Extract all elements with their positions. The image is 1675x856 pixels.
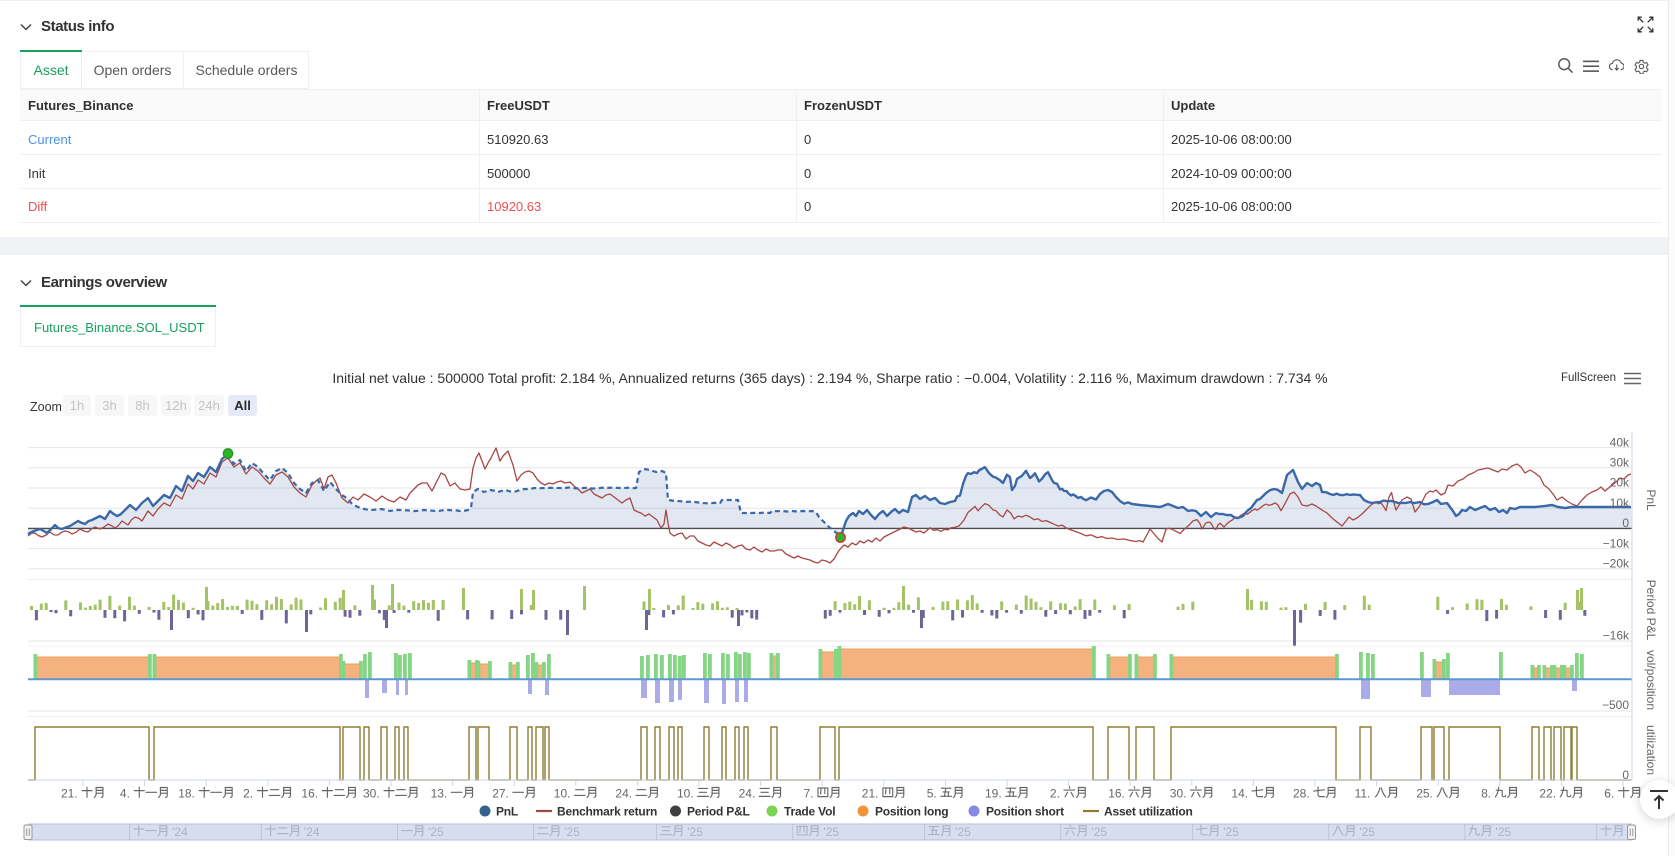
svg-text:'25: '25 <box>952 825 971 839</box>
svg-text:'25: '25 <box>1492 825 1511 839</box>
svg-text:−10k: −10k <box>1603 536 1630 550</box>
svg-text:'25: '25 <box>684 825 703 839</box>
svg-text:21.: 21. <box>61 787 81 801</box>
svg-text:18.: 18. <box>178 787 198 801</box>
svg-text:28.: 28. <box>1293 787 1313 801</box>
svg-text:10.: 10. <box>554 787 574 801</box>
svg-text:20k: 20k <box>1610 476 1630 490</box>
svg-text:Period P&L: Period P&L <box>687 805 750 819</box>
svg-text:0: 0 <box>1622 516 1629 530</box>
svg-text:'25: '25 <box>561 825 580 839</box>
svg-text:PnL: PnL <box>1644 489 1658 511</box>
svg-text:'24: '24 <box>301 825 320 839</box>
svg-text:8.: 8. <box>1481 787 1494 801</box>
svg-text:5.: 5. <box>927 787 940 801</box>
svg-text:30k: 30k <box>1610 456 1630 470</box>
svg-text:'25: '25 <box>425 825 444 839</box>
svg-text:22.: 22. <box>1539 787 1559 801</box>
svg-text:−20k: −20k <box>1603 557 1630 571</box>
svg-text:27.: 27. <box>492 787 512 801</box>
svg-text:Benchmark return: Benchmark return <box>557 805 657 819</box>
svg-text:Period P&L: Period P&L <box>1644 580 1658 641</box>
svg-text:−16k: −16k <box>1603 629 1630 643</box>
svg-text:30.: 30. <box>1170 787 1190 801</box>
svg-text:19.: 19. <box>985 787 1005 801</box>
svg-text:7.: 7. <box>804 787 817 801</box>
svg-text:4.: 4. <box>120 787 133 801</box>
svg-text:10k: 10k <box>1610 496 1630 510</box>
svg-text:'25: '25 <box>1088 825 1107 839</box>
svg-text:24.: 24. <box>615 787 635 801</box>
svg-text:25.: 25. <box>1416 787 1436 801</box>
svg-text:14.: 14. <box>1231 787 1251 801</box>
svg-text:13.: 13. <box>431 787 451 801</box>
svg-text:16.: 16. <box>1108 787 1128 801</box>
svg-text:30.: 30. <box>363 787 383 801</box>
svg-text:2.: 2. <box>243 787 256 801</box>
svg-text:'24: '24 <box>169 825 188 839</box>
svg-text:'25: '25 <box>1356 825 1375 839</box>
svg-text:Trade Vol: Trade Vol <box>784 805 835 819</box>
svg-text:6.: 6. <box>1604 787 1617 801</box>
svg-text:Position long: Position long <box>875 805 948 819</box>
svg-text:'25: '25 <box>820 825 839 839</box>
svg-text:utilization: utilization <box>1644 725 1658 775</box>
svg-text:0: 0 <box>1622 768 1629 782</box>
svg-text:11.: 11. <box>1355 787 1374 801</box>
svg-text:Asset utilization: Asset utilization <box>1104 805 1193 819</box>
svg-text:24.: 24. <box>739 787 759 801</box>
svg-text:PnL: PnL <box>496 805 518 819</box>
svg-text:21.: 21. <box>862 787 882 801</box>
svg-text:16.: 16. <box>301 787 321 801</box>
svg-text:Position short: Position short <box>986 805 1064 819</box>
svg-text:40k: 40k <box>1610 435 1630 449</box>
svg-text:10.: 10. <box>677 787 697 801</box>
svg-text:vol/position: vol/position <box>1644 650 1658 710</box>
svg-text:−500: −500 <box>1602 698 1629 712</box>
svg-text:2.: 2. <box>1050 787 1063 801</box>
svg-text:'25: '25 <box>1220 825 1239 839</box>
